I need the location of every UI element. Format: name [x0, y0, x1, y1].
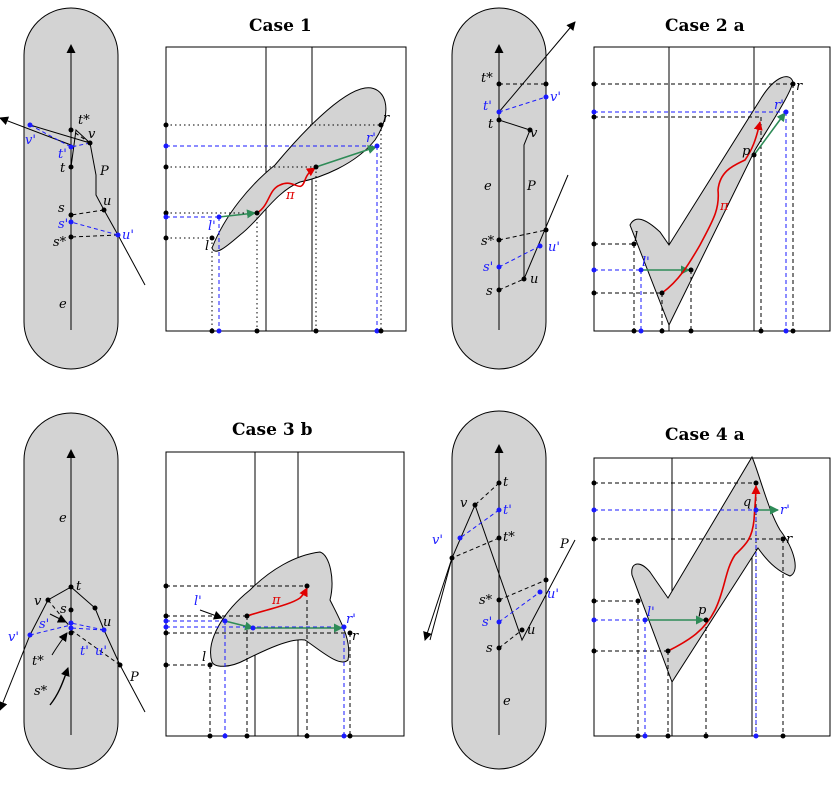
label-s-2: s: [486, 284, 493, 299]
label-t-prime-3: t': [80, 644, 89, 659]
label-u-prime-2: u': [548, 240, 560, 255]
label-e-2: e: [484, 179, 492, 194]
label-v-3: v: [34, 594, 42, 609]
label-t-prime-4: t': [503, 503, 512, 518]
label-t-prime: t': [58, 147, 67, 162]
case-3b-panel: Case 3 b π l' r' r l: [163, 420, 405, 739]
label-v: v: [88, 127, 96, 142]
label-t-2: t: [488, 117, 494, 132]
label-s-star-4: s*: [479, 593, 493, 608]
label-v-prime-4: v': [432, 533, 443, 548]
case-1-title: Case 1: [249, 16, 312, 36]
label-t-prime-2: t': [483, 99, 492, 114]
case-2a-title: Case 2 a: [665, 16, 745, 36]
label-s-prime-4: s': [482, 615, 492, 630]
label-l-prime-case2a: l': [642, 255, 650, 270]
case-4a-title: Case 4 a: [665, 425, 745, 445]
label-pi-case1: π: [285, 188, 295, 203]
label-v-4: v: [460, 496, 468, 511]
label-s-star-2: s*: [481, 234, 495, 249]
label-l-prime-case3b: l': [194, 594, 202, 609]
label-u-prime-4: u': [547, 587, 559, 602]
label-u-4: u: [527, 623, 535, 638]
label-pi-case2a: π: [719, 199, 729, 214]
stadium-panel-2: t* t' t v' v e P s* u' s' u s: [451, 7, 576, 370]
label-P-4: P: [559, 537, 569, 552]
label-u-prime: u': [122, 228, 134, 243]
label-s-star-3: s*: [34, 684, 48, 699]
label-s-3: s: [60, 602, 67, 617]
label-r-prime-case4a: r': [780, 503, 790, 518]
label-P-2: P: [526, 179, 536, 194]
label-t-3: t: [76, 579, 82, 594]
label-s-4: s: [486, 641, 493, 656]
label-t-star-3: t*: [32, 654, 44, 669]
stadium-panel-4: t v t' v' t* P s* u' s' u s e: [423, 410, 576, 770]
label-v-2: v: [530, 126, 538, 141]
label-v-prime: v': [25, 133, 36, 148]
label-s: s: [58, 201, 65, 216]
label-e: e: [59, 297, 67, 312]
label-e-4: e: [503, 694, 511, 709]
label-r-prime-case1: r': [366, 131, 376, 146]
label-t-4: t: [503, 475, 509, 490]
label-v-prime-3: v': [8, 630, 19, 645]
label-pi-case3b: π: [271, 593, 281, 608]
stadium-panel-1: t* v t' t P v' u s s' u' s* e: [0, 7, 146, 370]
case-4a-panel: Case 4 a q r' r l' p: [591, 425, 831, 739]
label-r-prime-case2a: r': [774, 98, 784, 113]
label-v-prime-2: v': [550, 90, 561, 105]
label-t-star: t*: [78, 113, 90, 128]
label-s-star: s*: [53, 235, 67, 250]
label-p-case4a: p: [698, 603, 707, 618]
case-3b-title: Case 3 b: [232, 420, 313, 440]
label-P-3: P: [129, 670, 139, 685]
label-r-case4a: r: [786, 532, 793, 547]
label-t: t: [60, 161, 66, 176]
label-r-case3b: r: [352, 629, 359, 644]
label-u-3: u: [103, 615, 111, 630]
case-1-panel: Case 1 π r r' l': [163, 16, 407, 334]
label-l-case2a: l: [634, 230, 638, 245]
label-p-case2a: p: [742, 144, 751, 159]
stadium-panel-3: e t v s u s' v' t' u' t* P s*: [0, 412, 146, 770]
label-l-case1: l: [205, 239, 209, 254]
label-u-prime-3: u': [95, 644, 107, 659]
label-u: u: [103, 194, 111, 209]
label-s-prime-3: s': [39, 617, 49, 632]
label-l-prime-case4a: l': [647, 605, 655, 620]
label-e-3: e: [59, 511, 67, 526]
label-u-2: u: [530, 272, 538, 287]
label-s-prime-2: s': [483, 260, 493, 275]
case-2a-panel: Case 2 a π r r' p l: [591, 16, 831, 334]
label-r-case2a: r: [796, 79, 803, 94]
label-l-case3b: l: [202, 650, 206, 665]
label-q-case4a: q: [743, 495, 751, 510]
label-P: P: [99, 164, 109, 179]
label-s-prime: s': [58, 217, 68, 232]
label-t-star-4: t*: [503, 530, 515, 545]
label-r-prime-case3b: r': [346, 612, 356, 627]
label-r-case1: r: [383, 111, 390, 126]
label-t-star-2: t*: [481, 71, 493, 86]
label-l-prime-case1: l': [208, 219, 216, 234]
